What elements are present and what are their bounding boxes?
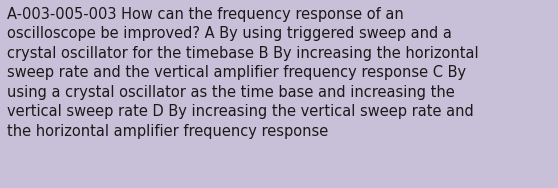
Text: A-003-005-003 How can the frequency response of an
oscilloscope be improved? A B: A-003-005-003 How can the frequency resp… — [7, 7, 479, 139]
